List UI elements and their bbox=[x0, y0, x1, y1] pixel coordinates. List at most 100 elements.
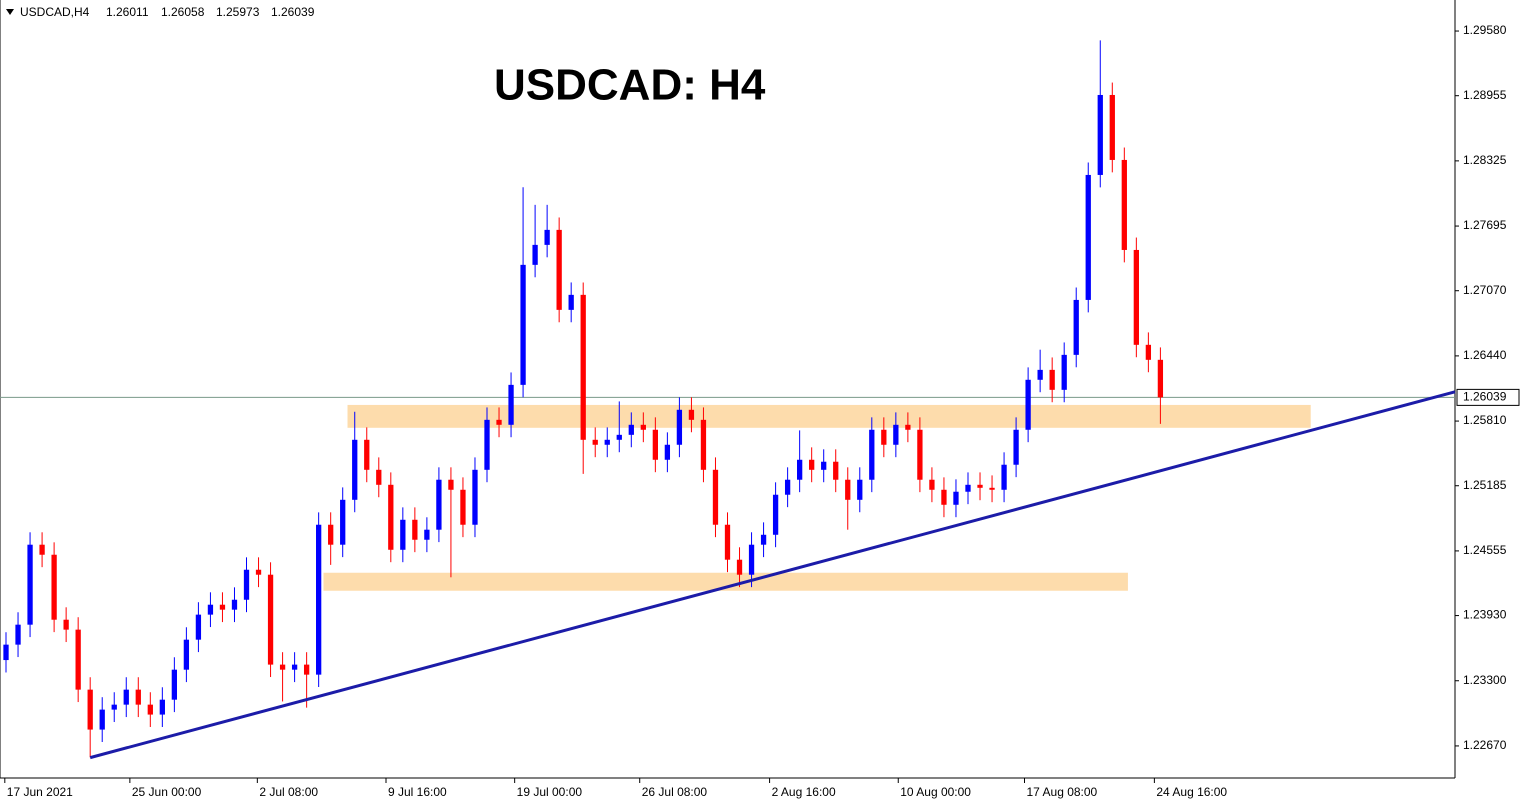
candle-body bbox=[267, 574, 274, 665]
candle-body bbox=[989, 487, 995, 490]
candle-body bbox=[1049, 369, 1055, 390]
candle-body bbox=[171, 669, 178, 700]
candle-body bbox=[1001, 464, 1007, 490]
candle-body bbox=[147, 704, 153, 715]
candle-body bbox=[616, 434, 622, 440]
candle-body bbox=[1109, 94, 1115, 160]
candle-body bbox=[977, 484, 983, 488]
candle-body bbox=[917, 429, 923, 480]
candle-body bbox=[400, 519, 406, 550]
x-tick-label: 24 Aug 16:00 bbox=[1156, 785, 1227, 799]
menu-arrow[interactable] bbox=[6, 9, 14, 15]
candle-body bbox=[39, 544, 45, 555]
zone bbox=[323, 572, 1128, 591]
x-tick-label: 26 Jul 08:00 bbox=[642, 785, 708, 799]
candle-body bbox=[652, 429, 658, 460]
candle-body bbox=[63, 619, 69, 630]
candle-body bbox=[1121, 159, 1127, 250]
candle-body bbox=[881, 429, 887, 445]
candle-body bbox=[231, 599, 238, 610]
candle-body bbox=[87, 689, 93, 730]
candle-body bbox=[412, 519, 418, 540]
candle-body bbox=[388, 484, 394, 550]
candle-body bbox=[532, 244, 538, 265]
candle-body bbox=[953, 491, 959, 505]
candle-body bbox=[460, 489, 466, 525]
y-tick-label: 1.23930 bbox=[1463, 608, 1507, 622]
candle-body bbox=[27, 544, 33, 625]
candle-body bbox=[255, 569, 262, 575]
ohlc-low: 1.25973 bbox=[216, 5, 260, 19]
x-tick-label: 17 Jun 2021 bbox=[7, 785, 73, 799]
candle-body bbox=[688, 409, 695, 420]
candle-body bbox=[1025, 379, 1031, 430]
candle-body bbox=[135, 689, 141, 705]
symbol: USDCAD,H4 bbox=[20, 5, 90, 19]
y-tick-label: 1.22670 bbox=[1463, 738, 1507, 752]
candle-body bbox=[15, 624, 21, 645]
x-tick-label: 9 Jul 16:00 bbox=[388, 785, 447, 799]
candle-body bbox=[1133, 249, 1139, 345]
candle-body bbox=[809, 459, 815, 470]
candle-body bbox=[748, 544, 755, 575]
candle-body bbox=[159, 699, 165, 715]
candle-body bbox=[592, 439, 598, 445]
candle-body bbox=[736, 559, 743, 575]
candle-body bbox=[472, 469, 478, 525]
candle-body bbox=[316, 524, 322, 675]
candle-body bbox=[640, 424, 646, 430]
x-tick-label: 2 Aug 16:00 bbox=[772, 785, 836, 799]
candle-body bbox=[436, 479, 442, 530]
candle-body bbox=[376, 469, 382, 485]
candle-body bbox=[845, 479, 851, 500]
candle-body bbox=[929, 479, 935, 490]
candle-body bbox=[183, 639, 190, 670]
candle-body bbox=[123, 689, 129, 705]
candle-body bbox=[364, 439, 370, 470]
y-tick-label: 1.27695 bbox=[1463, 218, 1507, 232]
x-tick-label: 17 Aug 08:00 bbox=[1027, 785, 1098, 799]
candle-body bbox=[1097, 94, 1103, 175]
y-tick-label: 1.23300 bbox=[1463, 673, 1507, 687]
candle-body bbox=[279, 664, 286, 670]
candle-body bbox=[833, 461, 839, 480]
y-tick-label: 1.28955 bbox=[1463, 88, 1507, 102]
ohlc-close: 1.26039 bbox=[271, 5, 315, 19]
candle-body bbox=[700, 419, 707, 470]
candle-body bbox=[111, 704, 117, 710]
candle-body bbox=[303, 664, 310, 675]
candle-body bbox=[869, 429, 875, 480]
y-tick-label: 1.24555 bbox=[1463, 543, 1507, 557]
candle-body bbox=[508, 384, 514, 425]
trendline bbox=[89, 390, 1456, 760]
candle-body bbox=[1073, 299, 1079, 355]
candle-body bbox=[291, 664, 298, 670]
candle-body bbox=[484, 419, 490, 470]
candle-body bbox=[797, 459, 803, 480]
candle-body bbox=[340, 499, 346, 545]
candle-body bbox=[965, 484, 971, 492]
candle-body bbox=[424, 529, 430, 540]
candle-body bbox=[724, 524, 731, 560]
candle-body bbox=[941, 489, 947, 505]
candle-body bbox=[905, 424, 911, 430]
candle-body bbox=[520, 264, 526, 385]
zone bbox=[347, 404, 1311, 428]
candle-body bbox=[760, 534, 767, 545]
candle-body bbox=[75, 629, 81, 690]
candle-body bbox=[1145, 344, 1152, 360]
candle-body bbox=[821, 461, 827, 470]
candle-body bbox=[784, 479, 791, 495]
candle-body bbox=[568, 294, 574, 310]
candle-body bbox=[1013, 429, 1019, 465]
candle-body bbox=[99, 709, 105, 730]
candle-body bbox=[556, 229, 562, 310]
candle-body bbox=[580, 294, 586, 440]
x-tick-label: 19 Jul 00:00 bbox=[517, 785, 583, 799]
last-price-box bbox=[1456, 388, 1520, 406]
candle-body bbox=[51, 554, 57, 620]
candle-body bbox=[1037, 369, 1043, 380]
candle-body bbox=[448, 479, 454, 490]
